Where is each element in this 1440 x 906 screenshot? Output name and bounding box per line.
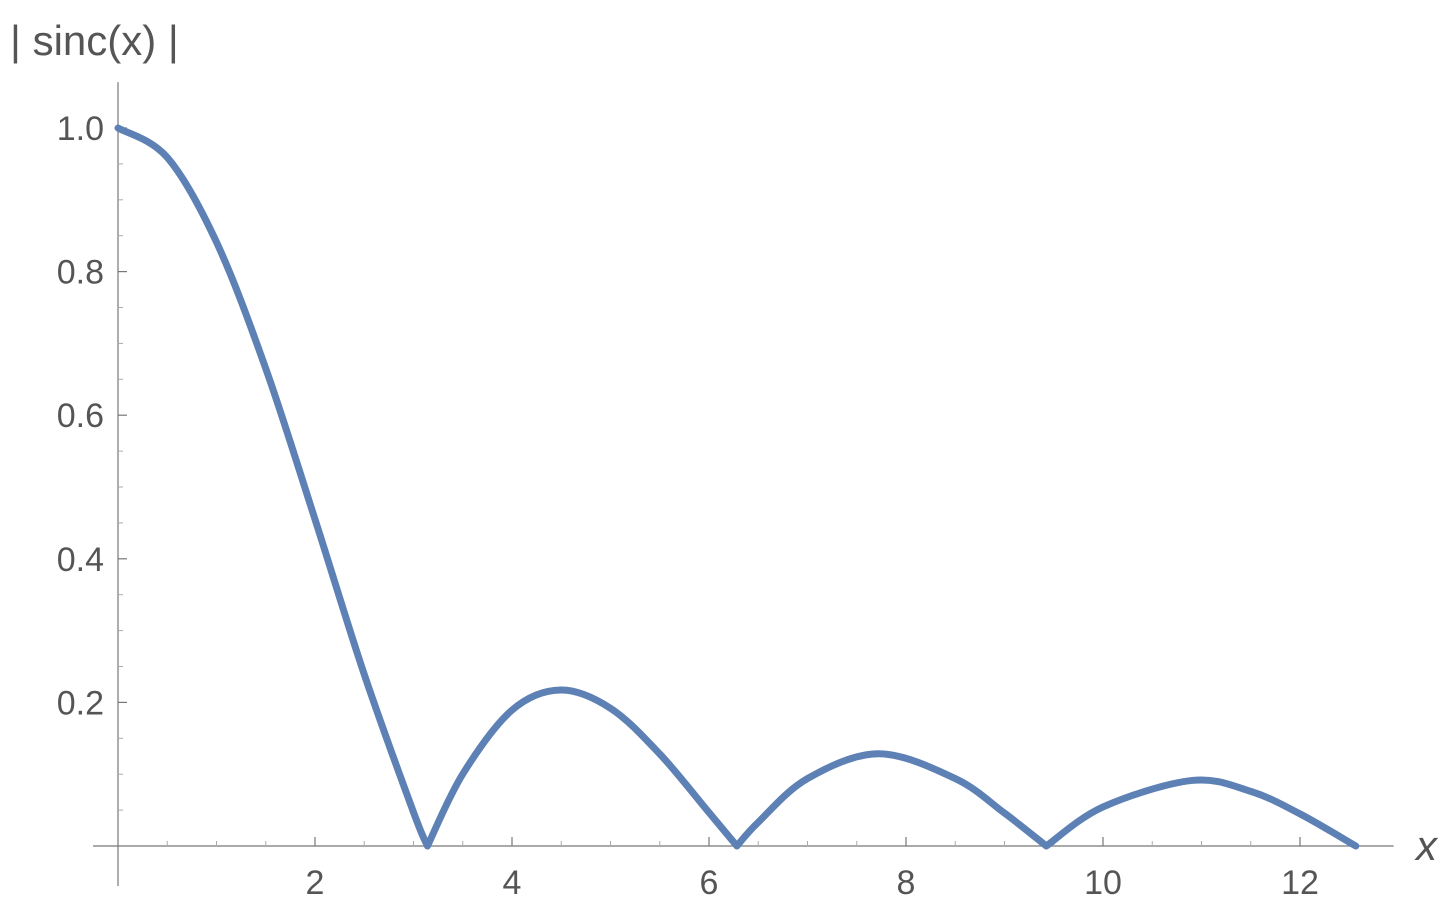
y-axis-title: | sinc(x) | — [10, 17, 179, 64]
x-tick-label: 10 — [1084, 864, 1122, 902]
y-tick-label: 0.6 — [57, 397, 104, 435]
x-tick-label: 4 — [503, 864, 522, 902]
axes — [93, 82, 1394, 886]
y-tick-label: 0.8 — [57, 254, 104, 292]
y-tick-label: 1.0 — [57, 110, 104, 148]
x-tick-label: 6 — [700, 864, 719, 902]
ticks: 2 4 6 8 10 12 0.2 0.4 0.6 0.8 1.0 — [57, 110, 1350, 902]
x-tick-label: 2 — [306, 864, 325, 902]
y-tick-label: 0.4 — [57, 541, 104, 579]
y-tick-label: 0.2 — [57, 684, 104, 722]
x-tick-label: 12 — [1281, 864, 1319, 902]
series-line — [114, 124, 1360, 850]
series-group — [114, 124, 1360, 850]
x-tick-label: 8 — [897, 864, 916, 902]
x-axis-title: x — [1414, 822, 1439, 869]
